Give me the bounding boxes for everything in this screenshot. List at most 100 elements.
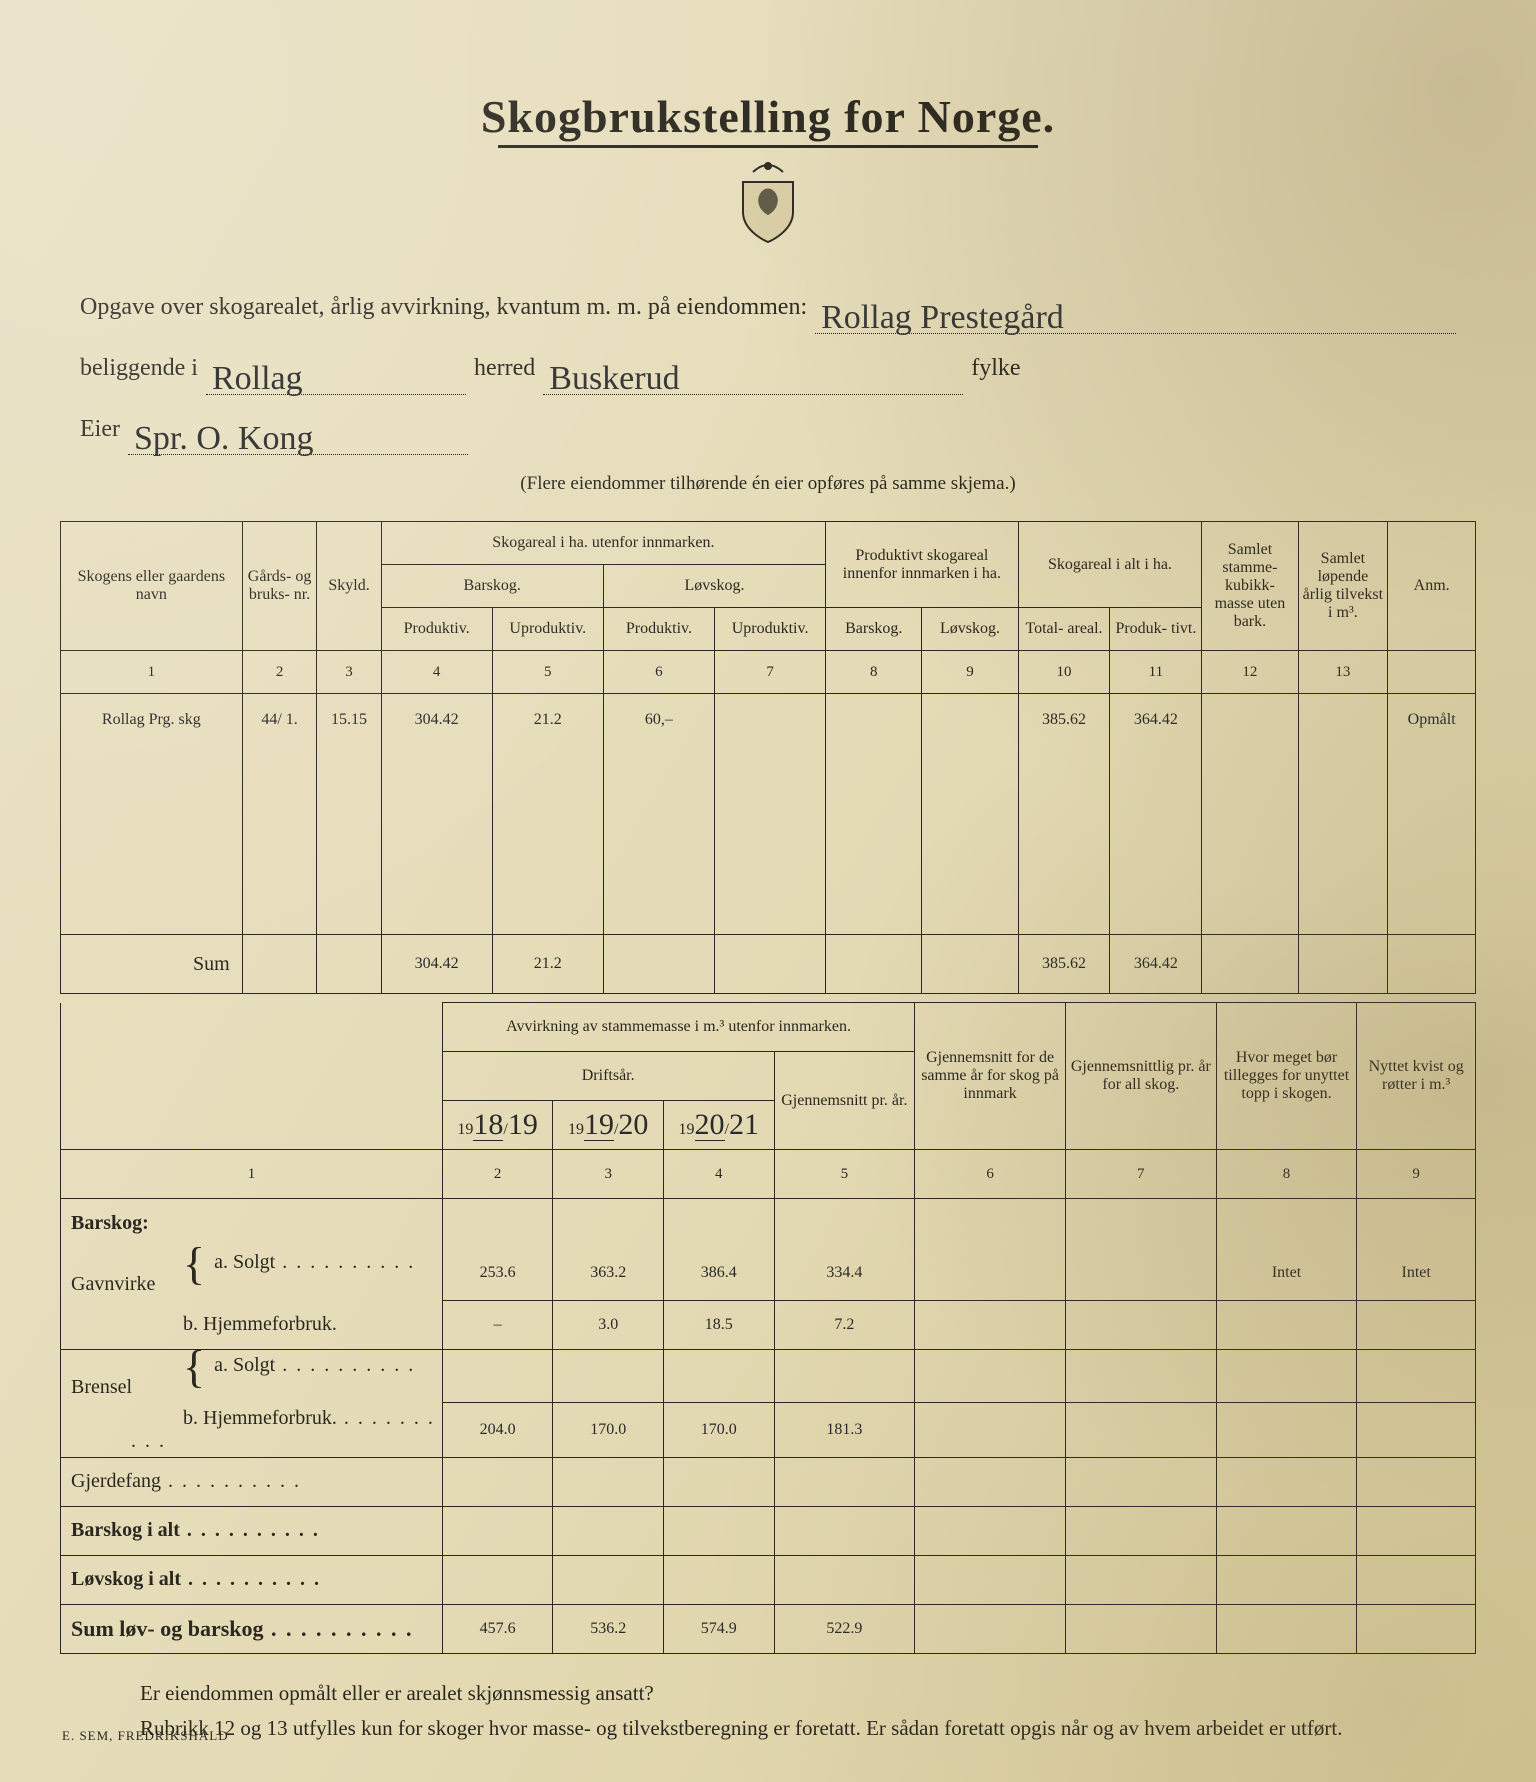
coat-of-arms-icon [60,160,1476,255]
t2-coln-8: 8 [1216,1150,1357,1199]
t1-coln-4: 4 [381,651,492,694]
t2-h-avvirk: Avvirkning av stammemasse i m.³ utenfor … [442,1003,914,1052]
t1-c12 [1202,694,1298,935]
t2-barskog-ialt-label: Barskog i alt [61,1506,443,1555]
t1-c1: Rollag Prg. skg [61,694,243,935]
t2-h-hvor: Hvor meget bør tillegges for unyttet top… [1216,1003,1357,1150]
t1-sum-label: Sum [61,935,243,994]
intro-subnote: (Flere eiendommer tilhørende én eier opf… [80,463,1456,505]
t2-bren-solgt-y1 [442,1349,553,1403]
t2-h-gjall: Gjennemsnittlig pr. år for all skog. [1065,1003,1216,1150]
t1-coln-11: 11 [1110,651,1202,694]
t2-bren-solgt-y3 [663,1349,774,1403]
t1-c10: 385.62 [1018,694,1110,935]
t2-h-year3: 1920/21 [663,1101,774,1150]
t2-gav-solgt-c9: Intet [1357,1247,1476,1300]
t1-sum-c11: 364.42 [1110,935,1202,994]
t2-h-year2: 1919/20 [553,1101,664,1150]
t1-h-prodinn: Produktivt skogareal innenfor innmarken … [826,522,1018,608]
fylke-handwritten: Buskerud [549,362,957,396]
t1-h-samlet1: Samlet stamme- kubikk- masse uten bark. [1202,522,1298,651]
t2-bren-hjemme-y1: 204.0 [442,1403,553,1458]
t1-c5: 21.2 [492,694,603,935]
t2-coln-5: 5 [774,1150,915,1199]
t1-coln-8: 8 [826,651,922,694]
t1-h-lovskog: Løvskog. [603,565,825,608]
t1-coln-anm [1388,651,1476,694]
t2-h-drifts: Driftsår. [442,1052,774,1101]
t1-coln-10: 10 [1018,651,1110,694]
t2-coln-4: 4 [663,1150,774,1199]
t1-h-prod-1: Produktiv. [381,608,492,651]
t1-sum-c10: 385.62 [1018,935,1110,994]
t2-coln-9: 9 [1357,1150,1476,1199]
t1-coln-12: 12 [1202,651,1298,694]
t2-barskog-h: Barskog: [61,1199,443,1248]
t1-h-uprod-1: Uproduktiv. [492,608,603,651]
t1-c13 [1298,694,1388,935]
t1-h-total: Total- areal. [1018,608,1110,651]
t2-h-nyttet: Nyttet kvist og røtter i m.³ [1357,1003,1476,1150]
t1-coln-6: 6 [603,651,714,694]
t2-sum-y2: 536.2 [553,1604,664,1653]
t1-coln-3: 3 [317,651,381,694]
t1-h-produ: Produk- tivt. [1110,608,1202,651]
t1-coln-7: 7 [715,651,826,694]
t2-gav-solgt-y2: 363.2 [553,1247,664,1300]
t1-coln-1: 1 [61,651,243,694]
t2-bren-solgt-avg [774,1349,915,1403]
t2-bren-hjemme-y2: 170.0 [553,1403,664,1458]
t1-h-skogens: Skogens eller gaardens navn [61,522,243,651]
t2-gav-hjemme-avg: 7.2 [774,1300,915,1349]
t2-sum-y1: 457.6 [442,1604,553,1653]
t1-h-samlet2: Samlet løpende årlig tilvekst i m³. [1298,522,1388,651]
t1-h-barskog: Barskog. [381,565,603,608]
t2-h-year1: 1918/19 [442,1101,553,1150]
document-page: Skogbrukstelling for Norge. Opgave over … [0,0,1536,1782]
t1-h-skyld: Skyld. [317,522,381,651]
t2-gav-hjemme-label: b. Hjemmeforbruk. [61,1300,443,1349]
t2-lovskog-ialt-label: Løvskog i alt [61,1555,443,1604]
t1-c11: 364.42 [1110,694,1202,935]
t1-sum-c5: 21.2 [492,935,603,994]
t2-bren-hjemme-y3: 170.0 [663,1403,774,1458]
t1-c6: 60,– [603,694,714,935]
intro-text-2b: herred [474,342,535,395]
intro-text-2c: fylke [971,342,1020,395]
t2-gav-hjemme-y1: – [442,1300,553,1349]
t1-c8 [826,694,922,935]
t1-h-uprod-2: Uproduktiv. [715,608,826,651]
t1-h-lovskog2: Løvskog. [922,608,1018,651]
t2-sum-avg: 522.9 [774,1604,915,1653]
harvest-table: Avvirkning av stammemasse i m.³ utenfor … [60,1002,1476,1654]
page-title: Skogbrukstelling for Norge. [60,90,1476,143]
intro-text-1: Opgave over skogarealet, årlig avvirknin… [80,281,807,334]
t1-h-skogareal: Skogareal i ha. utenfor innmarken. [381,522,826,565]
t1-h-prod-2: Produktiv. [603,608,714,651]
t2-sum-y3: 574.9 [663,1604,774,1653]
t1-c9 [922,694,1018,935]
t2-gav-solgt-c8: Intet [1216,1247,1357,1300]
t1-coln-2: 2 [242,651,317,694]
t2-coln-1: 1 [61,1150,443,1199]
title-rule [498,145,1038,148]
t2-gav-hjemme-y2: 3.0 [553,1300,664,1349]
t1-c2: 44/ 1. [242,694,317,935]
t1-c4: 304.42 [381,694,492,935]
footer-line-1: Er eiendommen opmålt eller er arealet sk… [140,1676,1416,1712]
t2-gav-hjemme-y3: 18.5 [663,1300,774,1349]
t2-sum-label: Sum løv- og barskog [61,1604,443,1653]
t1-h-anm: Anm. [1388,522,1476,651]
t2-h-gjsnitt: Gjennemsnitt pr. år. [774,1052,915,1150]
t1-sum-c4: 304.42 [381,935,492,994]
t2-bren-hjemme-avg: 181.3 [774,1403,915,1458]
footer-line-2: Rubrikk 12 og 13 utfylles kun for skoger… [140,1711,1416,1747]
t2-coln-7: 7 [1065,1150,1216,1199]
t1-h-barskog2: Barskog. [826,608,922,651]
t1-coln-9: 9 [922,651,1018,694]
t2-h-blank [61,1003,443,1150]
t1-coln-5: 5 [492,651,603,694]
t2-gav-solgt-y1: 253.6 [442,1247,553,1300]
intro-text-3a: Eier [80,403,120,456]
intro-text-2a: beliggende i [80,342,198,395]
